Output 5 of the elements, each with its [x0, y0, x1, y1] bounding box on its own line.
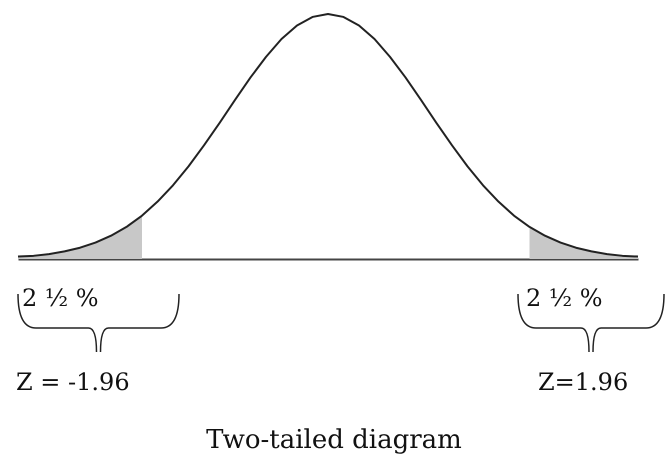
text: Two-tailed diagram [205, 425, 463, 455]
text: 2 ½ % [526, 284, 603, 312]
text: Z = -1.96 [16, 368, 130, 396]
text: Z=1.96 [538, 368, 628, 396]
text: 2 ½ % [22, 284, 99, 312]
